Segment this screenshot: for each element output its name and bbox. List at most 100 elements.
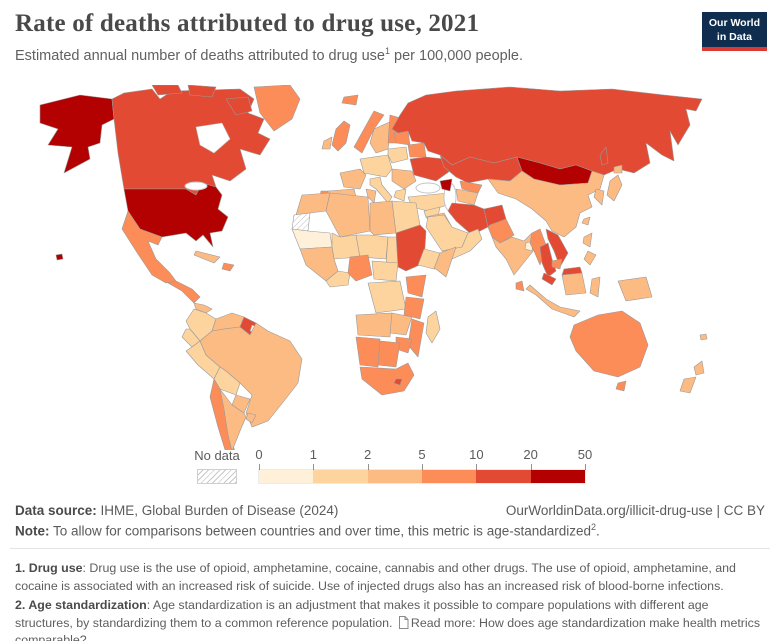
owid-url-link[interactable]: OurWorldinData.org/illicit-drug-use | CC…	[505, 503, 765, 518]
country-algeria[interactable]	[325, 192, 371, 238]
note-label: Note:	[15, 523, 50, 539]
region-tasmania[interactable]	[615, 380, 627, 392]
legend-color-bar	[258, 469, 586, 484]
country-papua-new-guinea[interactable]	[617, 276, 653, 302]
footnote-1-label: 1. Drug use	[15, 561, 83, 575]
owid-logo-line1: Our World	[708, 17, 760, 29]
country-canada-baffin[interactable]	[225, 96, 253, 116]
country-sweden[interactable]	[369, 120, 393, 154]
footnote-1-text: : Drug use is the use of opioid, ampheta…	[15, 561, 736, 593]
country-zambia[interactable]	[389, 312, 413, 336]
region-korea[interactable]	[593, 188, 605, 206]
country-new-zealand-south[interactable]	[679, 376, 697, 394]
region-borneo[interactable]	[561, 272, 587, 296]
owid-logo[interactable]: Our World in Data	[701, 12, 767, 52]
country-canada-arctic1[interactable]	[151, 85, 183, 96]
country-ireland[interactable]	[321, 136, 333, 150]
country-namibia[interactable]	[355, 336, 381, 368]
country-dr-congo[interactable]	[367, 280, 407, 314]
country-taiwan[interactable]	[581, 216, 591, 226]
country-brazil[interactable]	[199, 322, 303, 428]
country-china[interactable]	[487, 170, 605, 238]
region-caucasus[interactable]	[439, 178, 453, 192]
country-tanzania[interactable]	[403, 296, 425, 320]
read-more-link[interactable]: Read more: How does age standardization …	[15, 615, 761, 641]
country-philippines-luzon[interactable]	[582, 232, 593, 248]
country-cuba[interactable]	[193, 250, 221, 264]
legend-tick-label: 50	[577, 447, 593, 462]
country-mexico[interactable]	[121, 210, 177, 284]
legend-bin-20-50[interactable]	[530, 470, 585, 483]
legend-bin-0-1[interactable]	[259, 470, 314, 483]
footer-note-row: Note: To allow for comparisons between c…	[15, 522, 765, 539]
country-italy[interactable]	[369, 176, 393, 204]
country-usa-alaska[interactable]	[39, 94, 115, 174]
region-cameroon-car[interactable]	[371, 260, 399, 282]
country-south-africa[interactable]	[359, 362, 415, 396]
region-baltics[interactable]	[393, 130, 411, 146]
region-ghana-ivory-coast[interactable]	[325, 270, 351, 288]
country-morocco[interactable]	[295, 192, 331, 216]
world-choropleth-map[interactable]	[0, 85, 780, 450]
country-madagascar[interactable]	[425, 310, 441, 344]
country-angola[interactable]	[355, 312, 393, 338]
chart-subtitle: Estimated annual number of deaths attrib…	[15, 46, 523, 64]
country-norway[interactable]	[353, 110, 385, 154]
legend-bin-5-10[interactable]	[421, 470, 477, 483]
country-uruguay[interactable]	[245, 412, 257, 424]
legend-tick-mark	[530, 464, 532, 470]
country-fiji[interactable]	[699, 333, 708, 341]
region-western-sahara[interactable]	[291, 212, 311, 232]
black-sea	[415, 182, 441, 194]
legend-bin-10-20[interactable]	[476, 470, 531, 483]
footer-source-row: Data source: IHME, Global Burden of Dise…	[15, 503, 765, 518]
region-central-europe[interactable]	[359, 154, 393, 178]
country-lesotho[interactable]	[393, 378, 403, 386]
no-data-swatch[interactable]	[197, 469, 237, 484]
region-sulawesi[interactable]	[589, 276, 601, 298]
country-belarus[interactable]	[407, 142, 427, 158]
country-canada-arctic2[interactable]	[187, 85, 217, 98]
region-balkans[interactable]	[391, 168, 417, 190]
subtitle-footnote-marker[interactable]: 1	[384, 46, 390, 56]
country-australia[interactable]	[569, 310, 649, 378]
region-central-america-east[interactable]	[193, 302, 213, 314]
country-new-zealand-north[interactable]	[693, 360, 705, 376]
country-libya[interactable]	[369, 200, 397, 236]
country-nigeria[interactable]	[347, 254, 373, 282]
country-greece[interactable]	[393, 188, 407, 202]
country-mali[interactable]	[331, 232, 361, 260]
footnote-2-text: : Age standardization is an adjustment t…	[15, 598, 709, 630]
country-malaysia[interactable]	[541, 272, 557, 286]
country-uk[interactable]	[331, 120, 351, 152]
country-indonesia[interactable]	[525, 284, 581, 318]
legend-bin-2-5[interactable]	[367, 470, 422, 483]
legend-bin-1-2[interactable]	[313, 470, 368, 483]
country-usa-hawaii[interactable]	[55, 253, 64, 261]
country-niger[interactable]	[355, 234, 389, 260]
country-greenland[interactable]	[253, 85, 301, 132]
country-poland[interactable]	[387, 146, 409, 164]
country-cambodia[interactable]	[551, 258, 563, 270]
country-japan-hokkaido[interactable]	[613, 164, 623, 174]
region-uganda-kenya[interactable]	[405, 274, 427, 298]
country-philippines-mindanao[interactable]	[583, 250, 597, 266]
subtitle-text: Estimated annual number of deaths attrib…	[15, 47, 385, 64]
country-france[interactable]	[339, 168, 367, 190]
note-footnote-marker[interactable]: 2	[591, 522, 597, 532]
region-central-america-west[interactable]	[167, 280, 201, 304]
country-mozambique[interactable]	[407, 318, 425, 358]
country-mauritania[interactable]	[291, 228, 333, 250]
country-iceland[interactable]	[341, 94, 359, 106]
country-sri-lanka[interactable]	[515, 280, 525, 292]
country-iran[interactable]	[447, 202, 489, 236]
country-somalia[interactable]	[433, 246, 457, 278]
country-botswana[interactable]	[377, 340, 401, 368]
legend-bar: 0 1 2 5 10 20 50	[255, 447, 592, 487]
region-hispaniola[interactable]	[221, 262, 235, 272]
country-argentina[interactable]	[219, 388, 247, 450]
country-japan[interactable]	[606, 174, 623, 202]
country-thailand[interactable]	[539, 242, 557, 278]
country-russia-sakhalin[interactable]	[599, 146, 609, 166]
